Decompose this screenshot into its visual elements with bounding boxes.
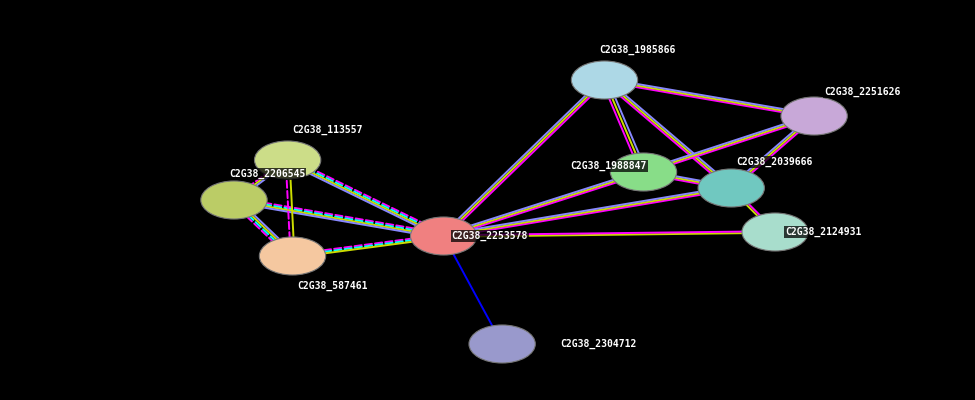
Text: C2G38_1988847: C2G38_1988847 bbox=[570, 161, 646, 171]
Text: C2G38_2304712: C2G38_2304712 bbox=[561, 339, 637, 349]
Ellipse shape bbox=[259, 237, 326, 275]
Text: C2G38_2253578: C2G38_2253578 bbox=[451, 231, 527, 241]
Text: C2G38_2251626: C2G38_2251626 bbox=[824, 87, 900, 97]
Ellipse shape bbox=[781, 97, 847, 135]
Text: C2G38_1985866: C2G38_1985866 bbox=[600, 45, 676, 55]
Ellipse shape bbox=[698, 169, 764, 207]
Text: C2G38_2039666: C2G38_2039666 bbox=[736, 157, 812, 167]
Ellipse shape bbox=[610, 153, 677, 191]
Text: C2G38_587461: C2G38_587461 bbox=[297, 281, 368, 291]
Ellipse shape bbox=[254, 141, 321, 179]
Ellipse shape bbox=[742, 213, 808, 251]
Ellipse shape bbox=[201, 181, 267, 219]
Text: C2G38_2124931: C2G38_2124931 bbox=[785, 227, 861, 237]
Text: C2G38_113557: C2G38_113557 bbox=[292, 125, 363, 135]
Ellipse shape bbox=[571, 61, 638, 99]
Ellipse shape bbox=[410, 217, 477, 255]
Ellipse shape bbox=[469, 325, 535, 363]
Text: C2G38_2206545: C2G38_2206545 bbox=[229, 169, 305, 179]
